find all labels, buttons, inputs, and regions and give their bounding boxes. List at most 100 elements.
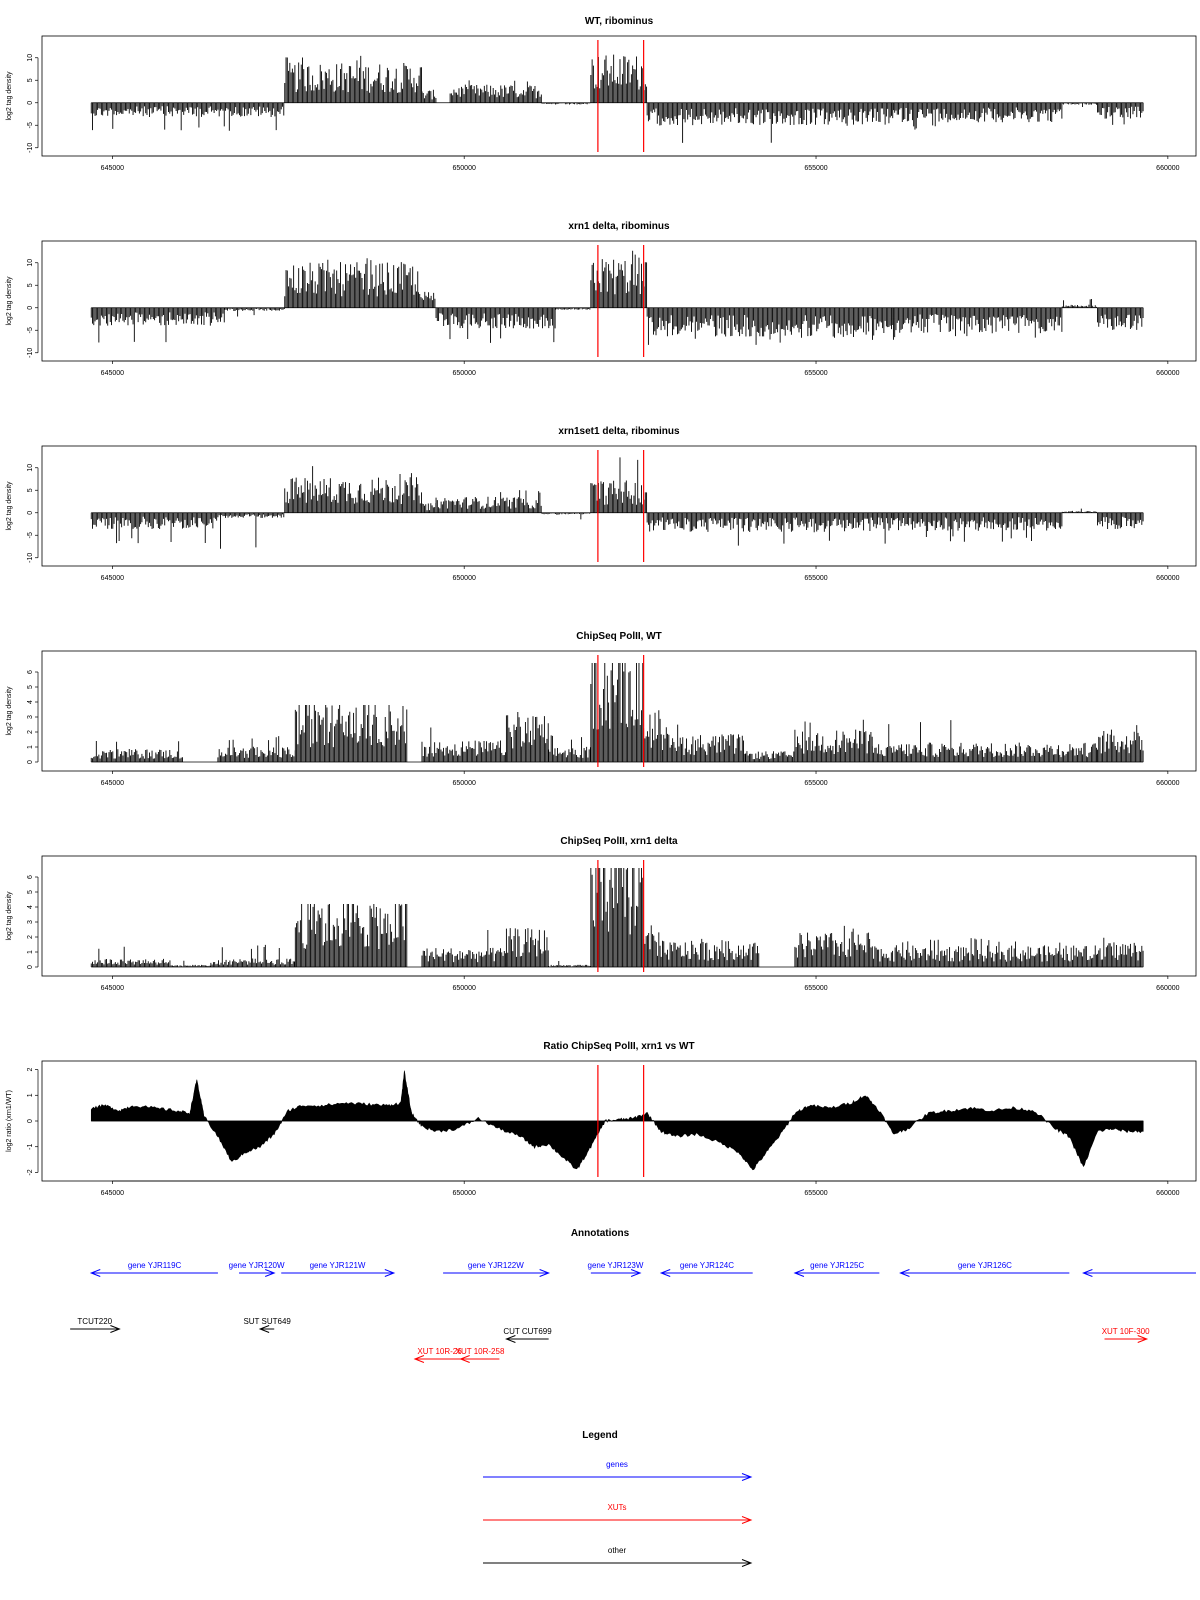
signal-bars (90, 457, 1144, 549)
feature-label: gene YJR121W (310, 1261, 366, 1270)
y-tick-label: 3 (27, 715, 34, 719)
feature-label: gene YJR119C (128, 1261, 182, 1270)
feature-arrow-gene: gene YJR123W (588, 1261, 644, 1277)
y-tick-label: 1 (27, 950, 34, 954)
annotations-section: Annotations gene YJR119C gene YJR120W gene… (70, 1228, 1196, 1363)
y-tick-label: -5 (27, 327, 34, 333)
panel-title: ChipSeq PolII, WT (576, 631, 662, 642)
x-tick-label: 660000 (1156, 165, 1179, 172)
feature-arrow-gene: gene YJR125C (793, 1261, 880, 1277)
y-axis-label: log2 tag density (6, 891, 13, 941)
feature-label: XUT 10R-258 (456, 1347, 505, 1356)
feature-arrow-gene: gene YJR126C (899, 1261, 1070, 1277)
legend-item-gene: genes (483, 1460, 753, 1481)
signal-bars (90, 868, 1144, 967)
feature-arrow-gene: gene YJR119C (89, 1261, 218, 1277)
annotations-title: Annotations (571, 1228, 630, 1239)
x-tick-label: 660000 (1156, 985, 1179, 992)
y-tick-label: 5 (27, 78, 34, 82)
legend-title: Legend (582, 1430, 618, 1441)
legend-item-other: other (483, 1546, 753, 1567)
panel-title: Ratio ChipSeq PolII, xrn1 vs WT (543, 1041, 694, 1052)
x-tick-label: 650000 (453, 575, 476, 582)
y-axis-label: log2 tag density (6, 686, 13, 736)
feature-label: TCUT220 (77, 1317, 112, 1326)
feature-label: gene YJR120W (229, 1261, 285, 1270)
x-tick-label: 645000 (101, 985, 124, 992)
track-panel: xrn1set1 delta, ribominus 10 5 0 -5 -10 log2 t… (6, 426, 1197, 582)
y-axis-label: log2 tag density (6, 71, 13, 121)
track-panel: ChipSeq PolII, xrn1 delta 6 5 4 3 2 1 0 log2 tag… (6, 836, 1197, 992)
y-tick-label: -5 (27, 532, 34, 538)
y-tick-label: 0 (27, 965, 34, 969)
y-tick-label: 1 (27, 1093, 34, 1097)
x-tick-label: 660000 (1156, 370, 1179, 377)
y-tick-label: 4 (27, 700, 34, 704)
track-panel: Ratio ChipSeq PolII, xrn1 vs WT 2 1 0 -1 -2 lo… (6, 1041, 1197, 1197)
y-tick-label: -2 (27, 1169, 34, 1175)
feature-label: SUT SUT649 (243, 1317, 291, 1326)
x-tick-label: 645000 (101, 165, 124, 172)
y-tick-label: 2 (27, 935, 34, 939)
signal-bars (90, 663, 1144, 762)
track-panel: xrn1 delta, ribominus 10 5 0 -5 -10 log2 tag d… (6, 221, 1197, 377)
panel-title: ChipSeq PolII, xrn1 delta (560, 836, 678, 847)
y-tick-label: 1 (27, 745, 34, 749)
x-tick-label: 655000 (804, 575, 827, 582)
x-tick-label: 650000 (453, 370, 476, 377)
y-tick-label: -1 (27, 1144, 34, 1150)
x-tick-label: 660000 (1156, 1190, 1179, 1197)
y-tick-label: 6 (27, 875, 34, 879)
x-tick-label: 660000 (1156, 780, 1179, 787)
y-tick-label: 10 (27, 259, 34, 267)
legend-label: genes (606, 1460, 628, 1469)
y-tick-label: -10 (27, 553, 34, 563)
y-tick-label: 0 (27, 101, 34, 105)
feature-label: CUT CUT699 (503, 1327, 552, 1336)
y-tick-label: 5 (27, 685, 34, 689)
y-axis-label: log2 ratio (xrn1/WT) (6, 1090, 13, 1152)
feature-label: XUT 10F-300 (1102, 1327, 1150, 1336)
x-tick-label: 655000 (804, 985, 827, 992)
y-tick-label: 10 (27, 54, 34, 62)
y-tick-label: 5 (27, 488, 34, 492)
y-tick-label: 3 (27, 920, 34, 924)
x-tick-label: 650000 (453, 985, 476, 992)
y-tick-label: 2 (27, 1068, 34, 1072)
feature-arrow-other: CUT CUT699 (503, 1327, 552, 1343)
feature-label: gene YJR125C (810, 1261, 864, 1270)
feature-arrow-xut: XUT 10F-300 (1102, 1327, 1150, 1343)
y-tick-label: 10 (27, 464, 34, 472)
x-tick-label: 645000 (101, 780, 124, 787)
y-tick-label: 5 (27, 283, 34, 287)
x-tick-label: 650000 (453, 165, 476, 172)
y-tick-label: 0 (27, 1119, 34, 1123)
y-tick-label: -10 (27, 348, 34, 358)
x-tick-label: 655000 (804, 780, 827, 787)
signal-bars (90, 54, 1144, 143)
feature-arrow-gene: gene YJR120W (229, 1261, 285, 1277)
x-tick-label: 645000 (101, 1190, 124, 1197)
x-tick-label: 645000 (101, 575, 124, 582)
x-tick-label: 655000 (804, 1190, 827, 1197)
track-panel: ChipSeq PolII, WT 6 5 4 3 2 1 0 log2 tag density… (6, 631, 1197, 787)
y-tick-label: 2 (27, 730, 34, 734)
legend: Legend genes XUTs other (483, 1430, 753, 1567)
feature-label: gene YJR123W (588, 1261, 644, 1270)
feature-arrow-gene: gene YJR122W (443, 1261, 551, 1277)
legend-items: genes XUTs other (483, 1460, 753, 1567)
y-tick-label: -5 (27, 122, 34, 128)
y-axis-label: log2 tag density (6, 481, 13, 531)
feature-arrow-other: SUT SUT649 (243, 1317, 291, 1333)
x-tick-label: 645000 (101, 370, 124, 377)
legend-label: other (608, 1546, 627, 1555)
feature-arrow-gene (1082, 1269, 1196, 1277)
feature-arrow-gene: gene YJR124C (659, 1261, 753, 1277)
panel-title: xrn1 delta, ribominus (568, 221, 670, 232)
y-tick-label: -10 (27, 143, 34, 153)
legend-label: XUTs (607, 1503, 626, 1512)
x-tick-label: 655000 (804, 165, 827, 172)
y-axis-label: log2 tag density (6, 276, 13, 326)
